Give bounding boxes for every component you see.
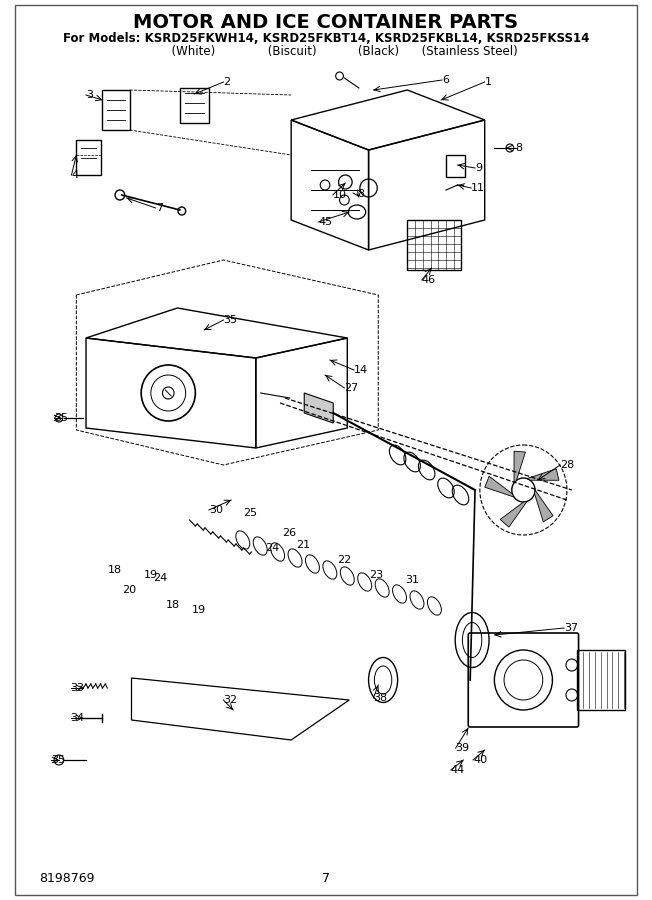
Text: 35: 35 xyxy=(51,755,65,765)
Text: 24: 24 xyxy=(153,573,168,583)
Text: 18: 18 xyxy=(166,600,180,610)
Text: 6: 6 xyxy=(442,75,449,85)
Text: 44: 44 xyxy=(451,765,465,775)
Text: MOTOR AND ICE CONTAINER PARTS: MOTOR AND ICE CONTAINER PARTS xyxy=(134,13,518,32)
Polygon shape xyxy=(527,469,559,481)
Text: 38: 38 xyxy=(374,693,387,703)
Text: 14: 14 xyxy=(354,365,368,375)
Text: 19: 19 xyxy=(192,605,206,615)
Text: 25: 25 xyxy=(243,508,258,518)
Text: 7: 7 xyxy=(156,203,163,213)
Text: 40: 40 xyxy=(473,755,487,765)
Text: 22: 22 xyxy=(337,555,351,565)
Text: 8: 8 xyxy=(516,143,523,153)
Text: (White)              (Biscuit)           (Black)      (Stainless Steel): (White) (Biscuit) (Black) (Stainless Ste… xyxy=(134,46,518,58)
Text: 20: 20 xyxy=(123,585,137,595)
Text: 2: 2 xyxy=(224,77,231,87)
Polygon shape xyxy=(514,451,526,483)
Text: 19: 19 xyxy=(144,570,158,580)
Text: 46: 46 xyxy=(422,275,436,285)
Text: 33: 33 xyxy=(70,683,85,693)
Text: 39: 39 xyxy=(456,743,470,753)
Polygon shape xyxy=(485,476,514,497)
Polygon shape xyxy=(535,490,553,522)
Text: 45: 45 xyxy=(318,217,333,227)
Text: 9: 9 xyxy=(475,163,482,173)
Text: 34: 34 xyxy=(70,713,85,723)
Text: 30: 30 xyxy=(209,505,223,515)
Text: 32: 32 xyxy=(224,695,237,705)
Text: 18: 18 xyxy=(108,565,122,575)
Text: 3: 3 xyxy=(86,90,93,100)
Text: 24: 24 xyxy=(265,543,279,553)
Text: 35: 35 xyxy=(224,315,237,325)
Text: 35: 35 xyxy=(54,413,68,423)
Text: 21: 21 xyxy=(296,540,310,550)
Text: 8198769: 8198769 xyxy=(40,871,95,885)
Text: 23: 23 xyxy=(369,570,383,580)
Text: 26: 26 xyxy=(282,528,296,538)
Text: 11: 11 xyxy=(471,183,485,193)
Text: 27: 27 xyxy=(344,383,359,393)
Polygon shape xyxy=(304,393,333,423)
Text: 28: 28 xyxy=(560,460,574,470)
Text: For Models: KSRD25FKWH14, KSRD25FKBT14, KSRD25FKBL14, KSRD25FKSS14: For Models: KSRD25FKWH14, KSRD25FKBT14, … xyxy=(63,32,589,44)
Text: 1: 1 xyxy=(484,77,492,87)
Text: 10: 10 xyxy=(333,190,347,200)
Text: 8: 8 xyxy=(357,189,364,199)
Text: 31: 31 xyxy=(405,575,419,585)
Polygon shape xyxy=(500,501,527,527)
Text: 7: 7 xyxy=(322,871,330,885)
Text: 4: 4 xyxy=(72,170,79,180)
Text: 37: 37 xyxy=(564,623,578,633)
